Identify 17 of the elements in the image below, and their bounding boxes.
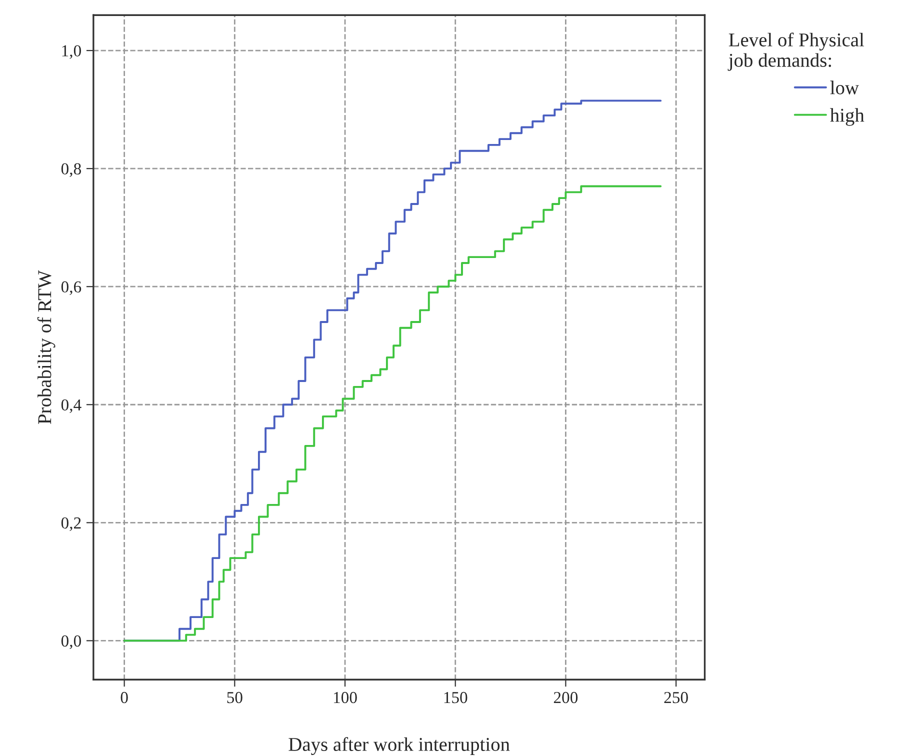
y-tick-label: 0,0 [61, 635, 81, 650]
x-tick-label: 0 [120, 692, 128, 704]
x-tick-label: 150 [444, 692, 468, 704]
y-tick-label: 0,6 [61, 281, 82, 295]
legend-title: Level of Physical job demands: [728, 32, 864, 71]
x-tick-label: 250 [664, 692, 688, 704]
x-axis-title: Days after work interruption [288, 737, 510, 756]
y-tick-label: 1,0 [62, 45, 81, 59]
x-tick-label: 100 [334, 692, 357, 704]
y-tick-label: 0,2 [61, 517, 81, 532]
x-tick-label: 200 [554, 692, 578, 704]
legend-label: low [830, 80, 859, 94]
legend-label: high [830, 108, 864, 126]
y-tick-label: 0,8 [61, 163, 81, 177]
y-tick-label: 0,4 [61, 399, 82, 413]
y-axis-title: Probability of RTW [37, 270, 56, 424]
x-tick-label: 50 [227, 692, 242, 704]
